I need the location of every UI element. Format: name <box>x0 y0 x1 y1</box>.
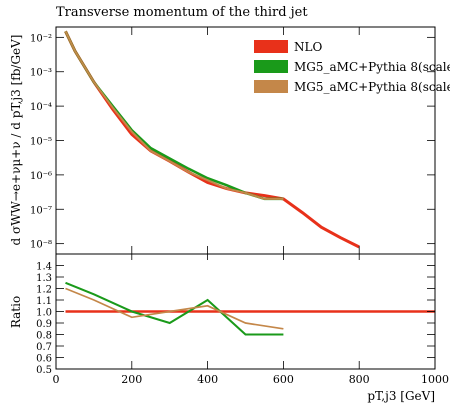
ratio-y-tick-label: 1.3 <box>36 273 52 284</box>
main-y-tick-label: 10⁻² <box>30 33 52 44</box>
main-y-axis-label: d σWW→e+νμ+ν / d pT,j3 [fb/GeV] <box>9 35 23 246</box>
ratio-panel: 0.50.60.70.80.91.01.11.21.31.4 0 200 400 600… <box>36 253 449 386</box>
x-tick-label: 0 <box>53 373 60 386</box>
legend-label: NLO <box>294 40 322 54</box>
main-y-tick-label: 10⁻⁴ <box>30 102 52 113</box>
main-series-layer <box>64 30 360 249</box>
ratio-y-tick-label: 0.5 <box>36 365 52 376</box>
x-tick-label: 400 <box>197 373 218 386</box>
ratio-y-tick-label: 0.6 <box>36 354 52 365</box>
x-tick-label: 200 <box>121 373 142 386</box>
x-tick-label: 600 <box>273 373 294 386</box>
legend-label: MG5_aMC+Pythia 8(scale) <box>294 80 450 94</box>
ratio-frame <box>55 253 436 370</box>
main-y-tick-label: 10⁻³ <box>30 68 52 79</box>
ratio-y-tick-label: 0.9 <box>36 319 52 330</box>
chart-title: Transverse momentum of the third jet <box>56 5 308 20</box>
main-y-tick-label: 10⁻⁸ <box>30 240 52 251</box>
legend: NLO MG5_aMC+Pythia 8(scale MG5_aMC+Pythia … <box>254 40 450 94</box>
ratio-series-layer <box>65 281 435 336</box>
main-y-tick-label: 10⁻⁷ <box>30 205 52 216</box>
ratio-y-tick-label: 0.7 <box>36 342 52 353</box>
ratio-y-tick-label: 0.8 <box>36 331 52 342</box>
legend-swatch <box>254 40 288 53</box>
legend-swatch <box>254 80 288 93</box>
x-tick-label: 1000 <box>421 373 449 386</box>
main-series-line-2 <box>64 30 284 201</box>
main-axes: 10⁻⁸ 10⁻⁷ 10⁻⁶ 10⁻⁵ 10⁻⁴ 10⁻³ 10⁻² <box>30 27 436 254</box>
legend-swatch <box>254 60 288 73</box>
ratio-y-tick-label: 1.4 <box>36 262 52 273</box>
ratio-series-line-2 <box>65 281 284 336</box>
main-y-tick-label: 10⁻⁵ <box>30 137 52 148</box>
ratio-axes: 0.50.60.70.80.91.01.11.21.31.4 0 200 400 600… <box>36 254 449 386</box>
ratio-y-tick-label: 1.2 <box>36 285 52 296</box>
ratio-y-axis-label: Ratio <box>9 296 23 328</box>
ratio-series-line-3 <box>65 287 284 330</box>
main-series-line-3 <box>64 30 284 200</box>
ratio-y-tick-label: 1.1 <box>36 296 52 307</box>
main-y-tick-label: 10⁻⁶ <box>30 171 52 182</box>
legend-label: MG5_aMC+Pythia 8(scale <box>294 60 450 74</box>
ratio-y-tick-label: 1.0 <box>36 308 52 319</box>
x-tick-label: 800 <box>349 373 370 386</box>
x-axis-label: pT,j3 [GeV] <box>367 389 435 403</box>
